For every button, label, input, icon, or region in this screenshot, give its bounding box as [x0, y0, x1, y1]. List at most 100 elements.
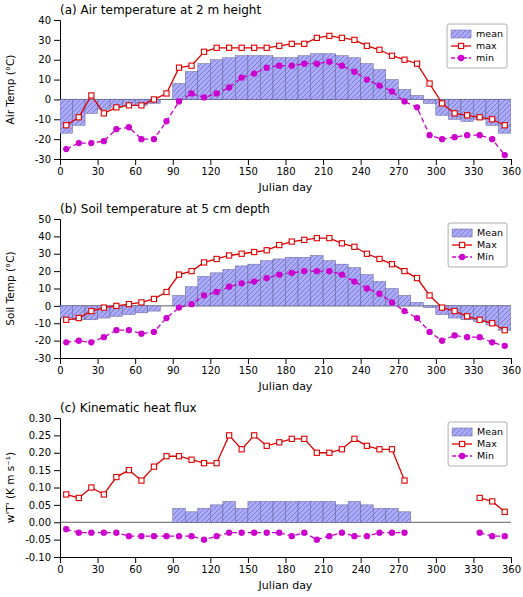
plot-area [60, 33, 511, 157]
marker [477, 115, 482, 120]
bar [361, 64, 374, 100]
y-tick-label: -0.10 [25, 552, 51, 563]
y-tick: 0.25 [29, 430, 60, 441]
x-tick: 240 [352, 358, 371, 376]
x-tick: 300 [427, 557, 446, 575]
marker [64, 123, 69, 128]
x-axis-title: Julian day [258, 181, 313, 194]
marker [327, 534, 332, 539]
x-tick-label: 210 [314, 365, 333, 376]
marker [465, 335, 470, 340]
marker [490, 499, 495, 504]
y-axis-line [54, 419, 61, 558]
x-tick: 180 [276, 358, 295, 376]
marker [214, 91, 219, 96]
y-tick-label: -30 [35, 154, 51, 165]
y-tick: 20 [38, 266, 60, 277]
bar [273, 259, 286, 306]
marker [189, 269, 194, 274]
legend-item: min [451, 52, 494, 63]
bar [298, 56, 311, 100]
x-tick: 30 [92, 557, 105, 575]
line [66, 271, 504, 346]
y-tick-mark [54, 99, 60, 100]
marker [314, 269, 319, 274]
marker [490, 137, 495, 142]
line-series [64, 269, 508, 349]
x-tick-mark [473, 557, 474, 563]
marker [339, 272, 344, 277]
marker [465, 133, 470, 138]
x-tick-mark [511, 159, 512, 165]
marker [277, 440, 282, 445]
marker [114, 328, 119, 333]
x-axis-line [61, 160, 512, 166]
bar [323, 54, 336, 100]
marker [214, 534, 219, 539]
y-tick-label: -20 [35, 335, 51, 346]
marker [76, 338, 81, 343]
marker [101, 335, 106, 340]
y-tick: 10 [38, 74, 60, 85]
marker [277, 43, 282, 48]
y-tick-label: 20 [38, 54, 51, 65]
bar [173, 508, 186, 522]
bar [348, 501, 361, 522]
x-tick-label: 360 [502, 365, 521, 376]
y-tick: -0.10 [25, 552, 60, 563]
x-axis-title: Julian day [258, 579, 313, 592]
bar [210, 273, 223, 306]
y-tick: 20 [38, 54, 60, 65]
marker [126, 328, 131, 333]
legend-item: Mean [452, 227, 503, 238]
y-tick-label: 0 [45, 301, 51, 312]
marker [352, 37, 357, 42]
y-tick-label: 0.25 [29, 430, 51, 441]
marker [151, 137, 156, 142]
bar [311, 501, 324, 522]
marker [314, 61, 319, 66]
x-tick: 300 [427, 159, 446, 177]
bar [185, 512, 198, 522]
y-tick-label: 10 [38, 283, 51, 294]
marker [201, 260, 206, 265]
panel: 0306090120150180210240270300330360-30-20… [4, 3, 521, 194]
marker [139, 534, 144, 539]
bar [336, 505, 349, 522]
x-tick-mark [98, 159, 99, 165]
marker [101, 492, 106, 497]
marker [402, 99, 407, 104]
legend-item: Max [452, 438, 497, 449]
y-tick: 0.05 [29, 500, 60, 511]
bar [286, 257, 299, 306]
marker [427, 329, 432, 334]
marker [389, 530, 394, 535]
marker [402, 57, 407, 62]
marker [414, 275, 419, 280]
marker [252, 530, 257, 535]
x-tick-label: 240 [352, 564, 371, 575]
bar [361, 505, 374, 522]
x-tick-mark [173, 159, 174, 165]
x-tick-mark [361, 358, 362, 364]
x-tick-label: 240 [352, 166, 371, 177]
marker [139, 331, 144, 336]
bar [286, 58, 299, 100]
marker [289, 534, 294, 539]
marker [89, 530, 94, 535]
x-tick-mark [511, 358, 512, 364]
x-tick: 30 [92, 159, 105, 177]
y-tick: 30 [38, 35, 60, 46]
marker [377, 447, 382, 452]
marker [201, 293, 206, 298]
legend-marker [460, 254, 465, 259]
marker [64, 340, 69, 345]
marker [352, 436, 357, 441]
marker [289, 63, 294, 68]
marker [314, 537, 319, 542]
y-tick-mark [54, 522, 60, 523]
x-tick-mark [323, 358, 324, 364]
marker [277, 63, 282, 68]
x-tick: 60 [129, 358, 142, 376]
bar [411, 302, 424, 305]
